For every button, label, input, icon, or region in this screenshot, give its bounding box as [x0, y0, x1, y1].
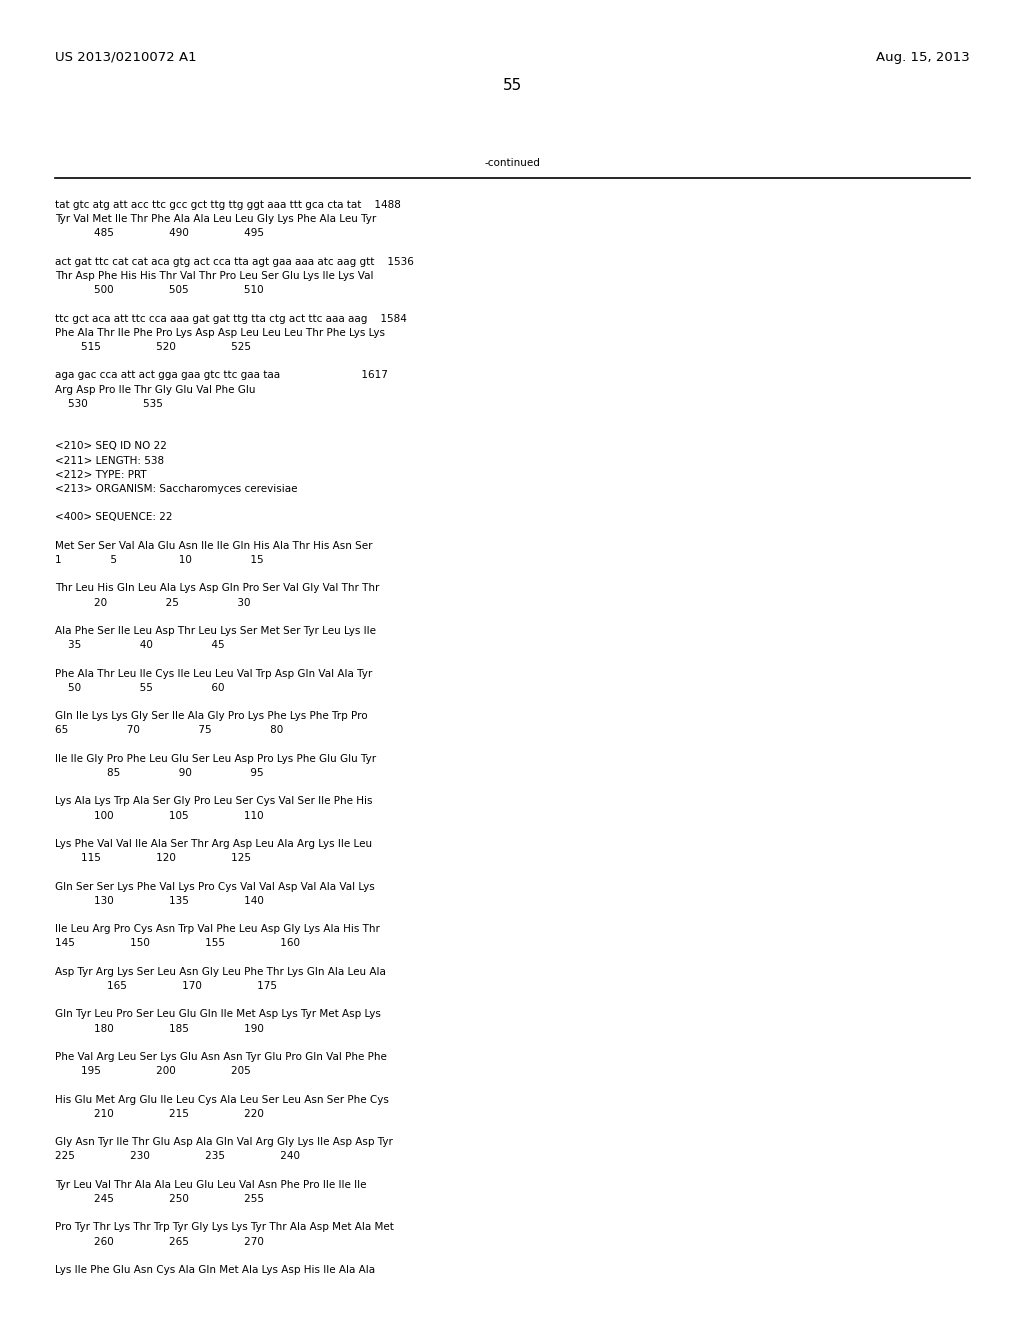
- Text: 130                 135                 140: 130 135 140: [55, 896, 264, 906]
- Text: 20                  25                  30: 20 25 30: [55, 598, 251, 607]
- Text: Tyr Leu Val Thr Ala Ala Leu Glu Leu Val Asn Phe Pro Ile Ile Ile: Tyr Leu Val Thr Ala Ala Leu Glu Leu Val …: [55, 1180, 367, 1189]
- Text: Lys Ile Phe Glu Asn Cys Ala Gln Met Ala Lys Asp His Ile Ala Ala: Lys Ile Phe Glu Asn Cys Ala Gln Met Ala …: [55, 1265, 375, 1275]
- Text: 85                  90                  95: 85 90 95: [55, 768, 263, 777]
- Text: Gln Tyr Leu Pro Ser Leu Glu Gln Ile Met Asp Lys Tyr Met Asp Lys: Gln Tyr Leu Pro Ser Leu Glu Gln Ile Met …: [55, 1010, 381, 1019]
- Text: 115                 120                 125: 115 120 125: [55, 853, 251, 863]
- Text: Aug. 15, 2013: Aug. 15, 2013: [877, 50, 970, 63]
- Text: 500                 505                 510: 500 505 510: [55, 285, 263, 296]
- Text: Lys Phe Val Val Ile Ala Ser Thr Arg Asp Leu Ala Arg Lys Ile Leu: Lys Phe Val Val Ile Ala Ser Thr Arg Asp …: [55, 840, 372, 849]
- Text: Ala Phe Ser Ile Leu Asp Thr Leu Lys Ser Met Ser Tyr Leu Lys Ile: Ala Phe Ser Ile Leu Asp Thr Leu Lys Ser …: [55, 626, 376, 636]
- Text: 225                 230                 235                 240: 225 230 235 240: [55, 1151, 300, 1162]
- Text: 195                 200                 205: 195 200 205: [55, 1067, 251, 1076]
- Text: Gln Ile Lys Lys Gly Ser Ile Ala Gly Pro Lys Phe Lys Phe Trp Pro: Gln Ile Lys Lys Gly Ser Ile Ala Gly Pro …: [55, 711, 368, 721]
- Text: tat gtc atg att acc ttc gcc gct ttg ttg ggt aaa ttt gca cta tat    1488: tat gtc atg att acc ttc gcc gct ttg ttg …: [55, 201, 400, 210]
- Text: Phe Ala Thr Ile Phe Pro Lys Asp Asp Leu Leu Leu Thr Phe Lys Lys: Phe Ala Thr Ile Phe Pro Lys Asp Asp Leu …: [55, 327, 385, 338]
- Text: US 2013/0210072 A1: US 2013/0210072 A1: [55, 50, 197, 63]
- Text: Arg Asp Pro Ile Thr Gly Glu Val Phe Glu: Arg Asp Pro Ile Thr Gly Glu Val Phe Glu: [55, 384, 256, 395]
- Text: Gly Asn Tyr Ile Thr Glu Asp Ala Gln Val Arg Gly Lys Ile Asp Asp Tyr: Gly Asn Tyr Ile Thr Glu Asp Ala Gln Val …: [55, 1138, 393, 1147]
- Text: Ile Ile Gly Pro Phe Leu Glu Ser Leu Asp Pro Lys Phe Glu Glu Tyr: Ile Ile Gly Pro Phe Leu Glu Ser Leu Asp …: [55, 754, 376, 764]
- Text: 165                 170                 175: 165 170 175: [55, 981, 278, 991]
- Text: Met Ser Ser Val Ala Glu Asn Ile Ile Gln His Ala Thr His Asn Ser: Met Ser Ser Val Ala Glu Asn Ile Ile Gln …: [55, 541, 373, 550]
- Text: Pro Tyr Thr Lys Thr Trp Tyr Gly Lys Lys Tyr Thr Ala Asp Met Ala Met: Pro Tyr Thr Lys Thr Trp Tyr Gly Lys Lys …: [55, 1222, 394, 1233]
- Text: 485                 490                 495: 485 490 495: [55, 228, 264, 239]
- Text: <400> SEQUENCE: 22: <400> SEQUENCE: 22: [55, 512, 172, 523]
- Text: 180                 185                 190: 180 185 190: [55, 1023, 264, 1034]
- Text: <210> SEQ ID NO 22: <210> SEQ ID NO 22: [55, 441, 167, 451]
- Text: 145                 150                 155                 160: 145 150 155 160: [55, 939, 300, 948]
- Text: aga gac cca att act gga gaa gtc ttc gaa taa                         1617: aga gac cca att act gga gaa gtc ttc gaa …: [55, 371, 388, 380]
- Text: Ile Leu Arg Pro Cys Asn Trp Val Phe Leu Asp Gly Lys Ala His Thr: Ile Leu Arg Pro Cys Asn Trp Val Phe Leu …: [55, 924, 380, 935]
- Text: <212> TYPE: PRT: <212> TYPE: PRT: [55, 470, 146, 479]
- Text: Phe Val Arg Leu Ser Lys Glu Asn Asn Tyr Glu Pro Gln Val Phe Phe: Phe Val Arg Leu Ser Lys Glu Asn Asn Tyr …: [55, 1052, 387, 1063]
- Text: <213> ORGANISM: Saccharomyces cerevisiae: <213> ORGANISM: Saccharomyces cerevisiae: [55, 484, 298, 494]
- Text: Thr Asp Phe His His Thr Val Thr Pro Leu Ser Glu Lys Ile Lys Val: Thr Asp Phe His His Thr Val Thr Pro Leu …: [55, 271, 374, 281]
- Text: -continued: -continued: [484, 158, 540, 168]
- Text: 1               5                   10                  15: 1 5 10 15: [55, 554, 263, 565]
- Text: 530                 535: 530 535: [55, 399, 163, 409]
- Text: Asp Tyr Arg Lys Ser Leu Asn Gly Leu Phe Thr Lys Gln Ala Leu Ala: Asp Tyr Arg Lys Ser Leu Asn Gly Leu Phe …: [55, 966, 386, 977]
- Text: 50                  55                  60: 50 55 60: [55, 682, 224, 693]
- Text: Gln Ser Ser Lys Phe Val Lys Pro Cys Val Val Asp Val Ala Val Lys: Gln Ser Ser Lys Phe Val Lys Pro Cys Val …: [55, 882, 375, 891]
- Text: <211> LENGTH: 538: <211> LENGTH: 538: [55, 455, 164, 466]
- Text: Lys Ala Lys Trp Ala Ser Gly Pro Leu Ser Cys Val Ser Ile Phe His: Lys Ala Lys Trp Ala Ser Gly Pro Leu Ser …: [55, 796, 373, 807]
- Text: 260                 265                 270: 260 265 270: [55, 1237, 264, 1246]
- Text: ttc gct aca att ttc cca aaa gat gat ttg tta ctg act ttc aaa aag    1584: ttc gct aca att ttc cca aaa gat gat ttg …: [55, 314, 407, 323]
- Text: His Glu Met Arg Glu Ile Leu Cys Ala Leu Ser Leu Asn Ser Phe Cys: His Glu Met Arg Glu Ile Leu Cys Ala Leu …: [55, 1094, 389, 1105]
- Text: 35                  40                  45: 35 40 45: [55, 640, 224, 651]
- Text: 65                  70                  75                  80: 65 70 75 80: [55, 726, 284, 735]
- Text: Phe Ala Thr Leu Ile Cys Ile Leu Leu Val Trp Asp Gln Val Ala Tyr: Phe Ala Thr Leu Ile Cys Ile Leu Leu Val …: [55, 669, 373, 678]
- Text: Thr Leu His Gln Leu Ala Lys Asp Gln Pro Ser Val Gly Val Thr Thr: Thr Leu His Gln Leu Ala Lys Asp Gln Pro …: [55, 583, 379, 594]
- Text: Tyr Val Met Ile Thr Phe Ala Ala Leu Leu Gly Lys Phe Ala Leu Tyr: Tyr Val Met Ile Thr Phe Ala Ala Leu Leu …: [55, 214, 376, 224]
- Text: act gat ttc cat cat aca gtg act cca tta agt gaa aaa atc aag gtt    1536: act gat ttc cat cat aca gtg act cca tta …: [55, 257, 414, 267]
- Text: 55: 55: [503, 78, 521, 92]
- Text: 515                 520                 525: 515 520 525: [55, 342, 251, 352]
- Text: 245                 250                 255: 245 250 255: [55, 1195, 264, 1204]
- Text: 210                 215                 220: 210 215 220: [55, 1109, 264, 1119]
- Text: 100                 105                 110: 100 105 110: [55, 810, 263, 821]
